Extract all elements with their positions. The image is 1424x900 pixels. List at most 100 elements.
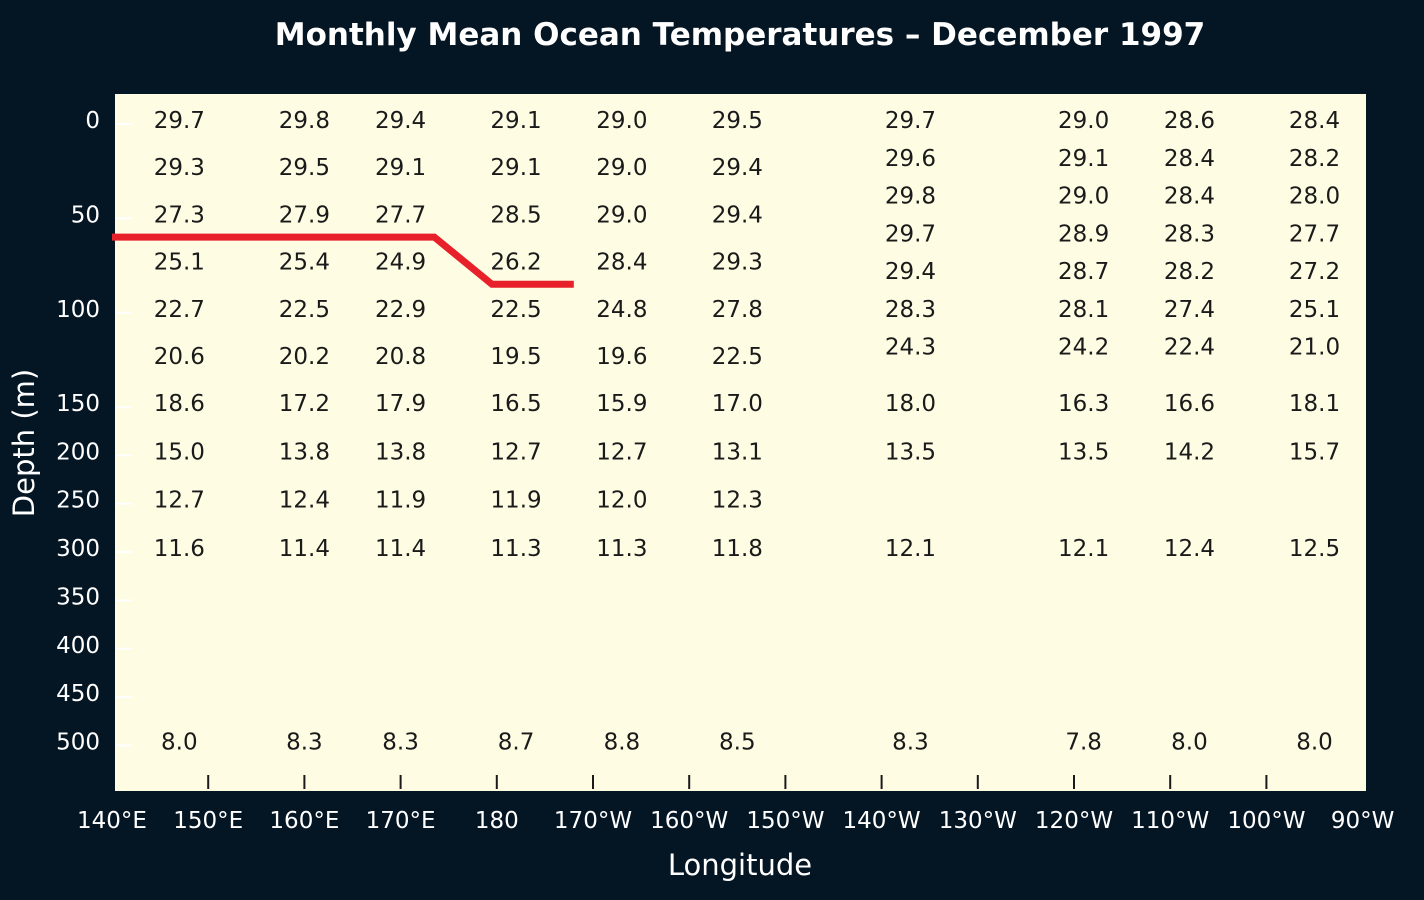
- y-tick-label: 500: [56, 729, 100, 755]
- temperature-value: 28.3: [1164, 221, 1215, 247]
- y-tick-label: 450: [56, 681, 100, 707]
- y-tick-label: 350: [56, 584, 100, 610]
- temperature-value: 28.3: [885, 297, 936, 323]
- temperature-value: 29.0: [596, 202, 647, 228]
- temperature-value: 12.4: [279, 488, 330, 514]
- temperature-value: 7.8: [1065, 729, 1102, 755]
- temperature-value: 28.4: [596, 250, 647, 276]
- temperature-value: 26.2: [490, 250, 541, 276]
- temperature-value: 17.0: [712, 391, 763, 417]
- temperature-value: 24.8: [596, 297, 647, 323]
- temperature-value: 19.5: [490, 344, 541, 370]
- x-tick-label: 140°W: [843, 808, 921, 834]
- temperature-value: 12.4: [1164, 536, 1215, 562]
- temperature-value: 13.5: [1058, 439, 1109, 465]
- temperature-value: 25.4: [279, 250, 330, 276]
- temperature-value: 28.5: [490, 202, 541, 228]
- temperature-value: 8.3: [382, 729, 419, 755]
- temperature-value: 8.0: [161, 729, 198, 755]
- y-tick-label: 50: [71, 202, 100, 228]
- temperature-value: 25.1: [1289, 297, 1340, 323]
- temperature-value: 22.5: [490, 297, 541, 323]
- temperature-value: 12.7: [596, 439, 647, 465]
- temperature-value: 12.1: [1058, 536, 1109, 562]
- y-tick-label: 150: [56, 391, 100, 417]
- temperature-value: 22.5: [279, 297, 330, 323]
- temperature-value: 17.9: [375, 391, 426, 417]
- temperature-value: 28.6: [1164, 108, 1215, 134]
- temperature-value: 8.0: [1171, 729, 1208, 755]
- y-tick-label: 250: [56, 488, 100, 514]
- temperature-value: 29.7: [885, 221, 936, 247]
- temperature-value: 8.8: [604, 729, 641, 755]
- temperature-value: 13.8: [279, 439, 330, 465]
- temperature-value: 29.4: [885, 259, 936, 285]
- temperature-value: 20.8: [375, 344, 426, 370]
- temperature-value: 28.2: [1164, 259, 1215, 285]
- thermocline-line: [112, 233, 574, 288]
- temperature-value: 12.5: [1289, 536, 1340, 562]
- temperature-value: 29.8: [885, 184, 936, 210]
- y-tick-label: 300: [56, 536, 100, 562]
- temperature-value: 8.0: [1296, 729, 1333, 755]
- temperature-value: 29.3: [712, 250, 763, 276]
- temperature-value: 8.3: [286, 729, 323, 755]
- temperature-value: 11.4: [375, 536, 426, 562]
- temperature-value: 27.8: [712, 297, 763, 323]
- temperature-value: 15.0: [154, 439, 205, 465]
- x-tick-label: 90°W: [1331, 808, 1395, 834]
- temperature-value: 27.9: [279, 202, 330, 228]
- x-tick-label: 160°W: [650, 808, 728, 834]
- temperature-value: 29.0: [596, 108, 647, 134]
- temperature-value: 24.2: [1058, 335, 1109, 361]
- y-tick-label: 200: [56, 439, 100, 465]
- temperature-value: 21.0: [1289, 335, 1340, 361]
- temperature-value: 29.4: [712, 155, 763, 181]
- temperature-value: 11.4: [279, 536, 330, 562]
- temperature-value: 22.7: [154, 297, 205, 323]
- temperature-value: 11.9: [375, 488, 426, 514]
- temperature-value: 28.4: [1164, 146, 1215, 172]
- temperature-value: 27.7: [375, 202, 426, 228]
- temperature-value: 29.3: [154, 155, 205, 181]
- temperature-value: 28.0: [1289, 184, 1340, 210]
- x-tick-label: 150°E: [173, 808, 243, 834]
- temperature-value: 12.7: [490, 439, 541, 465]
- x-tick-label: 140°E: [77, 808, 147, 834]
- temperature-value: 22.4: [1164, 335, 1215, 361]
- temperature-value: 29.7: [154, 108, 205, 134]
- temperature-value: 29.1: [1058, 146, 1109, 172]
- temperature-value: 29.7: [885, 108, 936, 134]
- temperature-value: 28.4: [1289, 108, 1340, 134]
- temperature-value: 29.4: [712, 202, 763, 228]
- y-axis-title: Depth (m): [7, 369, 41, 517]
- x-tick-label: 170°E: [366, 808, 436, 834]
- temperature-value: 27.7: [1289, 221, 1340, 247]
- temperature-value: 24.9: [375, 250, 426, 276]
- temperature-value: 8.5: [719, 729, 756, 755]
- temperature-value: 20.6: [154, 344, 205, 370]
- temperature-value: 28.1: [1058, 297, 1109, 323]
- temperature-value: 29.0: [1058, 108, 1109, 134]
- temperature-value: 19.6: [596, 344, 647, 370]
- temperature-value: 27.2: [1289, 259, 1340, 285]
- y-tick-label: 100: [56, 297, 100, 323]
- x-tick-label: 120°W: [1035, 808, 1113, 834]
- temperature-value: 29.5: [712, 108, 763, 134]
- temperature-value: 28.2: [1289, 146, 1340, 172]
- temperature-value: 20.2: [279, 344, 330, 370]
- x-tick-label: 100°W: [1227, 808, 1305, 834]
- y-tick-label: 0: [85, 108, 100, 134]
- x-tick-label: 170°W: [554, 808, 632, 834]
- temperature-value: 29.1: [490, 155, 541, 181]
- temperature-value: 11.6: [154, 536, 205, 562]
- temperature-value: 13.5: [885, 439, 936, 465]
- x-axis: 140°E 150°E 160°E 170°E 180 170°W 160°W 150°W 14…: [77, 775, 1394, 834]
- temperature-value: 14.2: [1164, 439, 1215, 465]
- x-tick-label: 130°W: [939, 808, 1017, 834]
- chart-title: Monthly Mean Ocean Temperatures – Decemb…: [275, 17, 1205, 53]
- temperature-value: 28.4: [1164, 184, 1215, 210]
- temperature-value: 11.9: [490, 488, 541, 514]
- temperature-cells: 29.7 29.3 27.3 25.1 22.7 20.6 18.6 15.0 12.7 11.6…: [154, 108, 1340, 755]
